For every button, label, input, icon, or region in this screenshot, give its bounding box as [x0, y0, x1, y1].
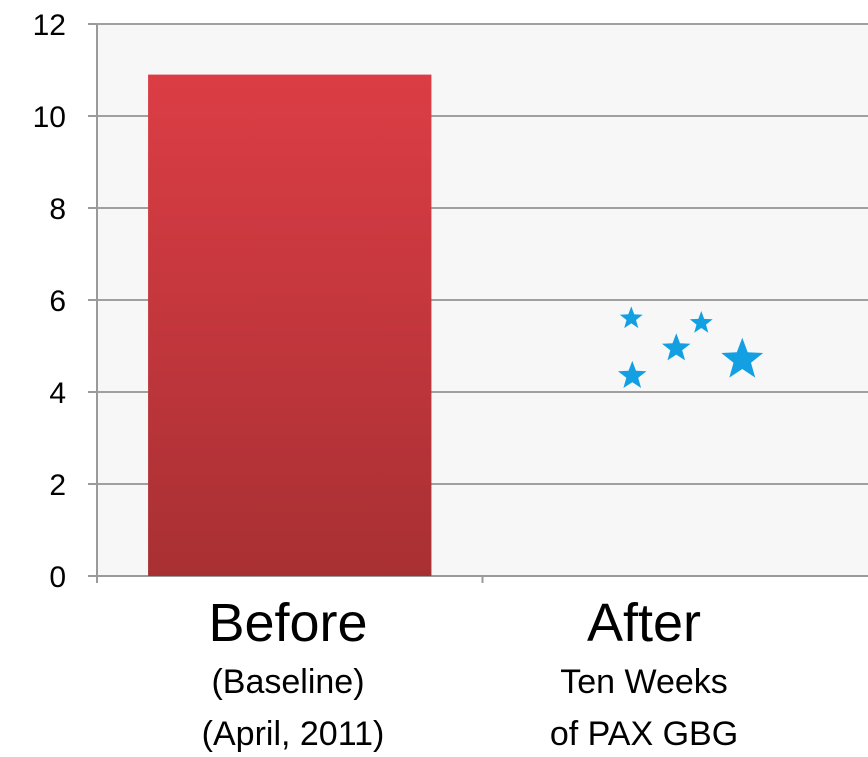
y-tick-label: 6	[49, 285, 66, 318]
y-tick-label: 2	[49, 469, 66, 502]
star-marker	[689, 311, 713, 333]
category-sublabel-before-2: (April, 2011)	[202, 715, 385, 753]
bar-before	[148, 74, 432, 576]
after-stars	[618, 306, 764, 388]
y-tick-label: 10	[33, 101, 66, 134]
y-axis-ticks: 0 2 4 6 8 10 12	[33, 9, 484, 594]
y-tick-label: 4	[49, 377, 66, 410]
category-sublabel-after-1: Ten Weeks	[560, 663, 728, 701]
y-tick-label: 12	[33, 9, 66, 42]
star-marker	[619, 306, 643, 329]
category-sublabel-before-1: (Baseline)	[211, 663, 364, 701]
y-tick-label: 8	[49, 193, 66, 226]
bars	[148, 74, 432, 576]
category-label-before: Before	[208, 593, 367, 653]
star-marker	[721, 337, 764, 378]
category-sublabel-after-2: of PAX GBG	[550, 715, 738, 753]
category-label-after: After	[587, 593, 701, 653]
star-marker	[618, 360, 647, 388]
y-tick-label: 0	[49, 561, 66, 594]
star-marker	[662, 333, 691, 361]
